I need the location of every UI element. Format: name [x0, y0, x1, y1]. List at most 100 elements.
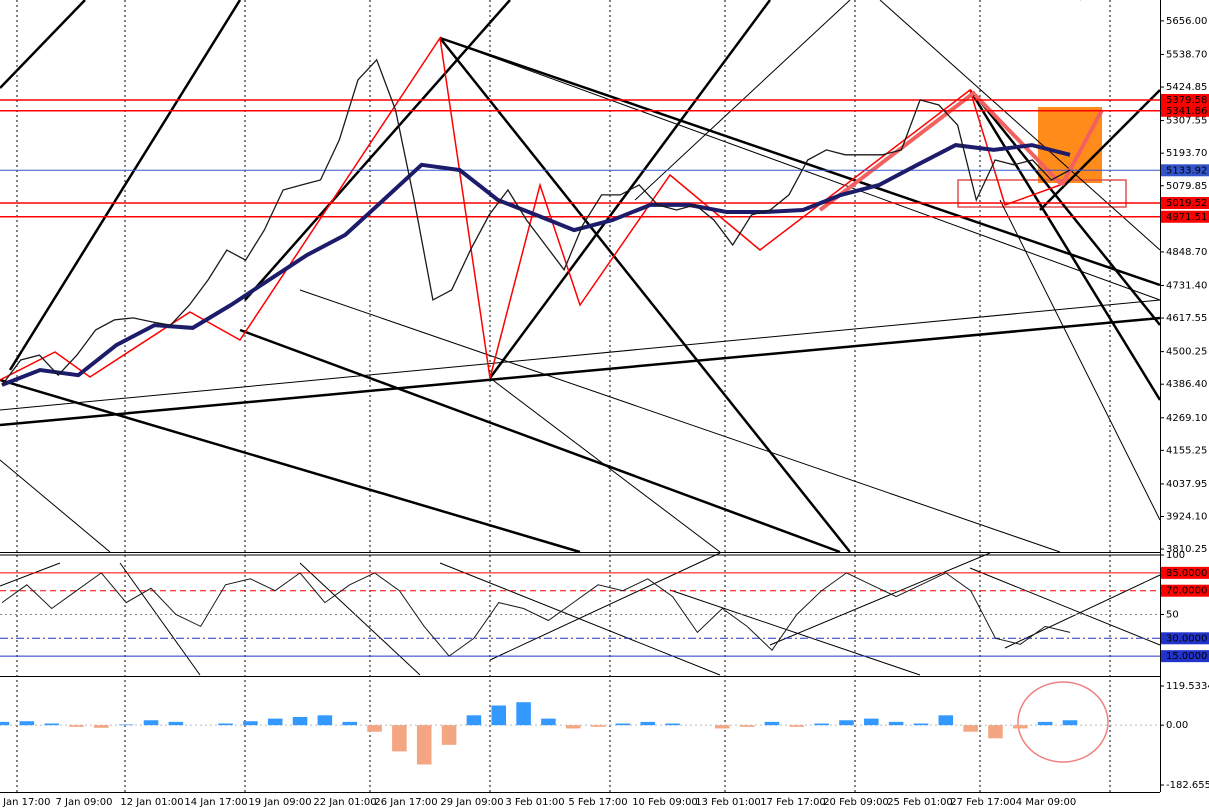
x-tick-label: 25 Feb 01:00 [887, 797, 953, 808]
level-box [1161, 584, 1209, 597]
y-tick-label: 4155.25 [1166, 445, 1207, 456]
histogram-bar [143, 720, 159, 726]
level-box [1161, 566, 1209, 579]
highlight-circle [1017, 681, 1109, 763]
histogram-bar [69, 725, 84, 727]
y-tick-label: -182.6554 [1166, 780, 1209, 791]
y-tick-label: 5079.85 [1166, 181, 1207, 192]
x-tick-label: 12 Jan 01:00 [120, 797, 183, 808]
histogram-bar [665, 723, 680, 726]
histogram-bar [814, 723, 829, 726]
y-tick-label: 15.0000 [1166, 651, 1207, 662]
histogram-bar [913, 723, 929, 726]
y-tick-label: 4269.10 [1166, 413, 1207, 424]
y-tick-label: 70.0000 [1166, 586, 1207, 597]
x-tick-label: 26 Jan 17:00 [374, 797, 437, 808]
y-tick-label: 5656.00 [1166, 16, 1207, 27]
y-tick-label: 119.5334 [1166, 681, 1209, 692]
trendlines-thin [0, 0, 1161, 676]
y-tick-label: 4500.25 [1166, 347, 1207, 358]
y-tick-label: 4617.55 [1166, 313, 1207, 324]
histogram-bar [615, 723, 631, 726]
histogram-bar [864, 718, 879, 726]
x-tick-label: 4 Mar 09:00 [1016, 797, 1076, 808]
histogram-bar [1062, 720, 1078, 726]
histogram-bar [342, 721, 358, 726]
y-tick-label: 3810.25 [1166, 544, 1207, 555]
x-tick-label: 20 Feb 09:00 [823, 797, 889, 808]
y-tick-label: 0.00 [1166, 720, 1188, 731]
histogram-bar [267, 718, 283, 726]
histogram-bar [640, 721, 656, 726]
level-box [1161, 632, 1209, 645]
price-label-box [1161, 104, 1209, 117]
histogram-bar [714, 725, 730, 729]
y-tick-label: 3924.10 [1166, 511, 1207, 522]
histogram-bar [491, 705, 507, 726]
histogram-bar [541, 718, 556, 726]
price-label: 5379.58 [1166, 95, 1207, 106]
price-label: 5341.86 [1166, 106, 1207, 117]
histogram-bar [441, 725, 457, 745]
price-label: 5133.92 [1166, 165, 1207, 176]
y-tick-label: 5193.70 [1166, 148, 1207, 159]
histogram-bar [888, 721, 904, 726]
histogram-bar [739, 725, 755, 727]
histogram-bar [1013, 725, 1028, 729]
time-grid [16, 0, 1111, 792]
histogram-bar [94, 725, 109, 728]
drawings [0, 0, 1162, 793]
y-tick-label: 5307.55 [1166, 116, 1207, 127]
histogram-bar [764, 721, 780, 726]
x-tick-label: 10 Feb 09:00 [632, 797, 698, 808]
panel-borders [0, 0, 1161, 793]
x-tick-label: 17 Feb 17:00 [760, 797, 826, 808]
histogram-bar [839, 720, 854, 726]
histogram-bar [44, 723, 59, 726]
y-tick-label: 100 [1166, 550, 1185, 561]
price-label-box [1161, 164, 1209, 177]
y-tick-label: 30.0000 [1166, 633, 1207, 644]
histogram-bar [317, 715, 333, 726]
oscillator-line [1, 572, 1071, 657]
x-tick-label: 2 Jan 17:00 [0, 797, 50, 808]
y-tick-label: 4731.40 [1166, 280, 1207, 291]
histogram-bar [1037, 721, 1053, 726]
trendlines-thick [0, 0, 1162, 554]
x-tick-label: 14 Jan 17:00 [184, 797, 247, 808]
histogram-bar [118, 724, 134, 726]
y-tick-label: 50 [1166, 610, 1179, 621]
histogram-bar [565, 725, 581, 729]
y-tick-label: 4037.95 [1166, 479, 1207, 490]
y-tick-label: 5538.70 [1166, 49, 1207, 60]
price-label-box [1161, 210, 1209, 223]
histogram-bar [590, 725, 606, 727]
price-label-box [1161, 197, 1209, 210]
level-box [1161, 650, 1209, 663]
histogram-bar [416, 725, 432, 765]
x-tick-label: 22 Jan 01:00 [313, 797, 376, 808]
histogram-bar [789, 725, 805, 727]
histogram-bar [367, 725, 382, 732]
histogram-bar [392, 725, 407, 752]
x-tick-label: 29 Jan 09:00 [440, 797, 503, 808]
x-tick-label: 27 Feb 17:00 [950, 797, 1016, 808]
moving-average [1, 143, 1071, 387]
price-line [1, 58, 1071, 386]
histogram-bar [938, 715, 954, 726]
x-tick-label: 13 Feb 01:00 [695, 797, 761, 808]
x-tick-label: 7 Jan 09:00 [56, 797, 113, 808]
histogram-bar [516, 702, 531, 726]
y-tick-label: 4848.70 [1166, 247, 1207, 258]
histogram-bar [466, 715, 482, 726]
price-label-box [1161, 93, 1209, 106]
x-tick-label: 5 Feb 17:00 [568, 797, 627, 808]
histogram-bar [243, 721, 258, 726]
histogram-bar [0, 721, 10, 726]
histogram-bar [963, 725, 978, 732]
histogram-bar [168, 721, 184, 726]
histogram-bar [218, 723, 233, 726]
histogram-bar [988, 725, 1003, 739]
y-tick-label: 4386.40 [1166, 379, 1207, 390]
